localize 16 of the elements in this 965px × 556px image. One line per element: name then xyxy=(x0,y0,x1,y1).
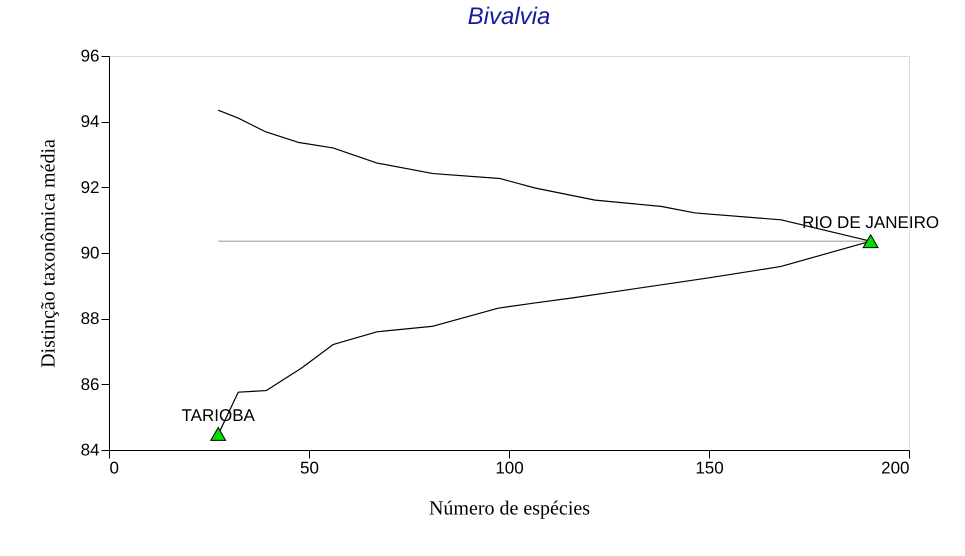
x-tick-label: 0 xyxy=(110,458,119,478)
y-tick-label: 88 xyxy=(80,309,100,328)
x-tick-label: 100 xyxy=(495,458,524,478)
y-tick-label: 90 xyxy=(80,244,100,262)
y-tick-label: 94 xyxy=(80,112,100,132)
x-tick-label: 50 xyxy=(300,458,319,478)
x-axis-title: Número de espécies xyxy=(428,498,590,520)
chart-title: Bivalvia xyxy=(468,3,550,30)
y-tick-label: 92 xyxy=(80,178,100,197)
y-tick-label: 86 xyxy=(80,374,100,394)
y-axis-title: Distinção taxonômica média xyxy=(38,138,60,368)
y-tick-label: 84 xyxy=(80,440,100,460)
x-tick-label: 200 xyxy=(881,458,910,478)
y-tick-label: 96 xyxy=(80,46,100,66)
x-tick-label: 150 xyxy=(695,458,724,478)
annotation: RIO DE JANEIRO xyxy=(802,213,940,232)
